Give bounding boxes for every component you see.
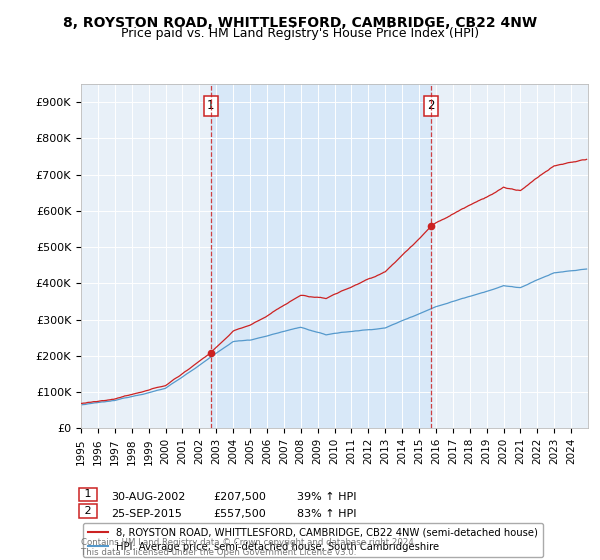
Text: 1: 1 xyxy=(207,100,214,113)
Text: £207,500: £207,500 xyxy=(213,492,266,502)
Text: 39% ↑ HPI: 39% ↑ HPI xyxy=(297,492,356,502)
Text: 83% ↑ HPI: 83% ↑ HPI xyxy=(297,509,356,519)
Bar xyxy=(211,84,431,428)
Text: Price paid vs. HM Land Registry's House Price Index (HPI): Price paid vs. HM Land Registry's House … xyxy=(121,27,479,40)
Text: 2: 2 xyxy=(81,506,95,516)
Text: £557,500: £557,500 xyxy=(213,509,266,519)
Text: 8, ROYSTON ROAD, WHITTLESFORD, CAMBRIDGE, CB22 4NW: 8, ROYSTON ROAD, WHITTLESFORD, CAMBRIDGE… xyxy=(63,16,537,30)
Text: 1: 1 xyxy=(81,489,95,500)
Text: 25-SEP-2015: 25-SEP-2015 xyxy=(111,509,182,519)
Legend: 8, ROYSTON ROAD, WHITTLESFORD, CAMBRIDGE, CB22 4NW (semi-detached house), HPI: A: 8, ROYSTON ROAD, WHITTLESFORD, CAMBRIDGE… xyxy=(83,523,544,557)
Text: 2: 2 xyxy=(428,100,435,113)
Text: Contains HM Land Registry data © Crown copyright and database right 2024.
This d: Contains HM Land Registry data © Crown c… xyxy=(81,538,416,557)
Text: 30-AUG-2002: 30-AUG-2002 xyxy=(111,492,185,502)
